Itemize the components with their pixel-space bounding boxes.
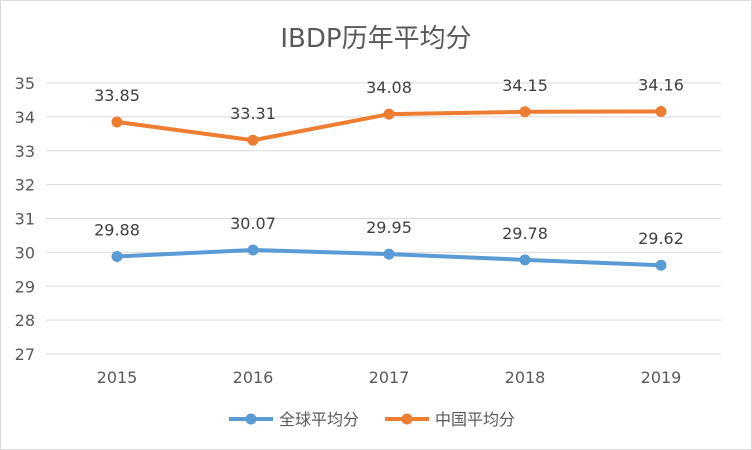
data-label: 29.95 xyxy=(366,218,412,237)
x-tick-label: 2019 xyxy=(641,368,682,387)
y-tick-label: 33 xyxy=(15,142,35,161)
data-label: 30.07 xyxy=(230,214,276,233)
y-tick-label: 31 xyxy=(15,210,35,229)
data-point xyxy=(519,106,531,118)
y-tick-label: 32 xyxy=(15,176,35,195)
x-tick-label: 2018 xyxy=(505,368,546,387)
x-tick-label: 2015 xyxy=(97,368,138,387)
data-point xyxy=(383,248,395,260)
data-point xyxy=(247,244,259,256)
legend-swatch-marker xyxy=(401,413,413,425)
data-label: 29.62 xyxy=(638,229,684,248)
data-label: 34.16 xyxy=(638,75,684,94)
data-point xyxy=(655,105,667,117)
data-point xyxy=(247,134,259,146)
y-tick-label: 35 xyxy=(15,74,35,93)
chart-title: IBDP历年平均分 xyxy=(280,24,471,54)
y-tick-label: 27 xyxy=(15,345,35,364)
y-axis-ticks: 27 28 29 30 31 32 33 34 35 xyxy=(15,74,35,364)
data-point xyxy=(111,250,123,262)
legend-label: 中国平均分 xyxy=(435,410,515,429)
x-axis-ticks: 2015 2016 2017 2018 2019 xyxy=(97,368,682,387)
y-tick-label: 30 xyxy=(15,243,35,262)
data-point xyxy=(655,259,667,271)
legend: 全球平均分 中国平均分 xyxy=(229,410,515,429)
x-tick-label: 2017 xyxy=(369,368,410,387)
data-point xyxy=(383,108,395,120)
series-layer xyxy=(111,105,667,271)
data-label: 29.78 xyxy=(502,224,548,243)
data-label: 29.88 xyxy=(94,220,140,239)
data-point xyxy=(111,116,123,128)
y-tick-label: 28 xyxy=(15,311,35,330)
data-point xyxy=(519,254,531,266)
data-label: 34.15 xyxy=(502,76,548,95)
legend-label: 全球平均分 xyxy=(279,410,359,429)
data-label: 34.08 xyxy=(366,78,412,97)
gridlines xyxy=(46,82,721,355)
y-tick-label: 34 xyxy=(15,108,35,127)
x-tick-label: 2016 xyxy=(233,368,274,387)
y-tick-label: 29 xyxy=(15,277,35,296)
data-label: 33.85 xyxy=(94,86,140,105)
legend-swatch-marker xyxy=(245,413,257,425)
data-labels: 29.88 30.07 29.95 29.78 29.62 33.85 33.31 34.08… xyxy=(94,75,684,248)
data-label: 33.31 xyxy=(230,104,276,123)
